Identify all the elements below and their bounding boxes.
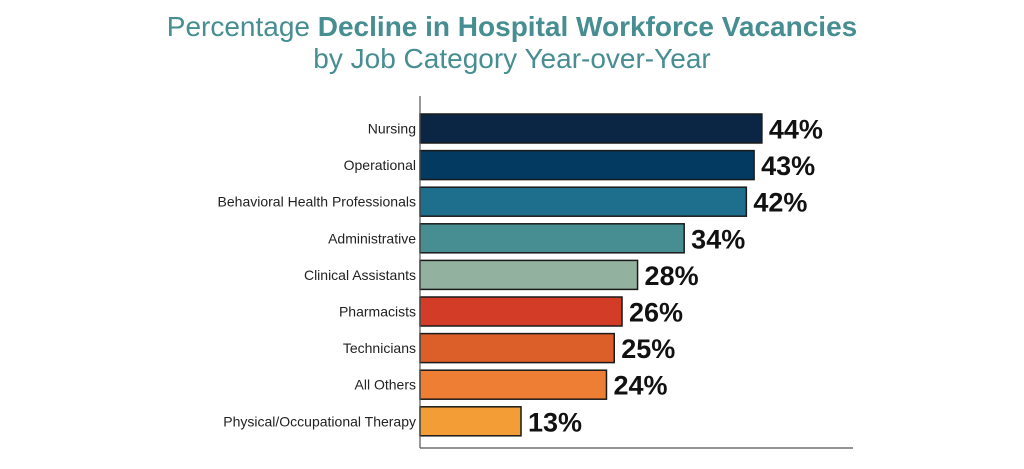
data-label-7: 24% (613, 371, 667, 401)
chart-title: Percentage Decline in Hospital Workforce… (166, 11, 858, 42)
bar-6 (419, 332, 615, 364)
category-label-8: Physical/Occupational Therapy (223, 413, 416, 429)
category-label-7: All Others (355, 377, 416, 393)
category-label-1: Operational (344, 157, 416, 173)
chart-subtitle: by Job Category Year-over-Year (313, 43, 711, 74)
data-label-1: 43% (761, 151, 815, 181)
bar-8 (419, 406, 522, 437)
data-label-2: 42% (753, 188, 807, 218)
category-label-0: Nursing (368, 121, 416, 137)
data-label-8: 13% (528, 407, 582, 437)
category-label-6: Technicians (343, 340, 416, 356)
bar-0 (419, 113, 763, 144)
category-label-2: Behavioral Health Professionals (218, 194, 416, 210)
bar-2 (419, 186, 748, 217)
category-label-4: Clinical Assistants (304, 267, 416, 283)
data-label-6: 25% (621, 334, 675, 364)
category-label-5: Pharmacists (339, 304, 416, 320)
bar-3 (419, 223, 685, 254)
data-label-3: 34% (691, 224, 745, 254)
bar-4 (419, 259, 639, 291)
bar-7 (419, 369, 608, 400)
data-label-5: 26% (629, 298, 683, 328)
category-label-3: Administrative (328, 230, 416, 246)
bar-5 (419, 296, 623, 327)
data-label-4: 28% (645, 261, 699, 291)
bar-1 (419, 149, 755, 181)
data-label-0: 44% (769, 115, 823, 145)
